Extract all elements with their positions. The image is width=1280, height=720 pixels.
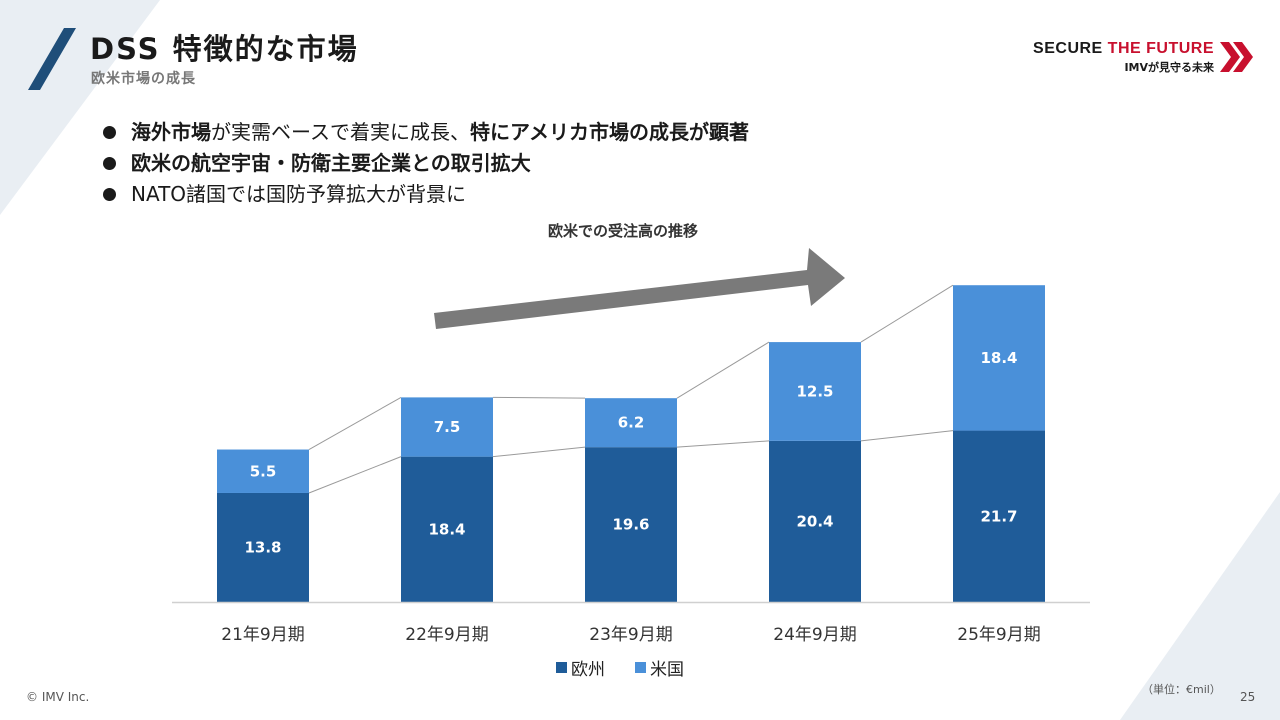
series-connector-line — [492, 446, 586, 458]
data-label-europe: 18.4 — [428, 520, 465, 538]
bullet-item: NATO諸国では国防予算拡大が背景に — [103, 179, 749, 210]
x-tick-label: 24年9月期 — [773, 625, 856, 645]
series-connector-line — [676, 440, 770, 448]
page-title: DSS 特徴的な市場 — [90, 32, 359, 66]
bar-us — [401, 397, 493, 457]
series-connector-line — [860, 284, 954, 343]
series-connector-line — [308, 456, 402, 494]
page-subtitle: 欧米市場の成長 — [91, 71, 196, 87]
data-label-us: 12.5 — [796, 382, 833, 400]
x-tick-label: 23年9月期 — [589, 625, 672, 645]
data-label-europe: 13.8 — [244, 538, 281, 556]
bullet-list: 海外市場が実需ベースで着実に成長、特にアメリカ市場の成長が顕著 欧米の航空宇宙・… — [103, 117, 749, 210]
data-label-europe: 19.6 — [612, 516, 649, 534]
data-label-us: 7.5 — [434, 418, 461, 436]
data-label-europe: 21.7 — [980, 507, 1017, 525]
x-tick-label: 22年9月期 — [405, 625, 488, 645]
legend-label: 米国 — [650, 660, 684, 680]
logo-tagline: SECURE THE FUTURE — [1033, 40, 1214, 58]
logo-tagline-accent: THE FUTURE — [1107, 40, 1214, 57]
chart-title: 欧米での受注高の推移 — [548, 222, 699, 240]
series-connector-line — [676, 341, 770, 399]
x-tick-label: 21年9月期 — [221, 625, 304, 645]
legend-label: 欧州 — [571, 660, 605, 680]
logo-tagline-prefix: SECURE — [1033, 40, 1108, 57]
trend-arrow — [434, 248, 845, 329]
series-connector-line — [308, 396, 402, 450]
unit-label: （単位：€mil） — [1142, 683, 1221, 696]
bar-europe — [953, 430, 1045, 602]
chevron-right-icon — [1220, 42, 1253, 72]
bar-us — [217, 449, 309, 493]
legend-swatch — [556, 662, 567, 673]
x-tick-label: 25年9月期 — [957, 625, 1040, 645]
legend-swatch — [635, 662, 646, 673]
data-label-us: 18.4 — [980, 349, 1017, 367]
series-connector-line — [860, 430, 954, 442]
legend-item-us: 米国 — [635, 655, 684, 680]
series-connector-line — [492, 396, 586, 399]
bar-europe — [217, 492, 309, 602]
data-label-europe: 20.4 — [796, 512, 833, 530]
bar-us — [585, 398, 677, 448]
title-slash-icon — [28, 28, 76, 90]
bar-europe — [769, 440, 861, 602]
data-label-us: 5.5 — [250, 462, 277, 480]
bar-europe — [585, 447, 677, 602]
bar-us — [953, 285, 1045, 431]
legend-item-europe: 欧州 — [556, 655, 605, 680]
bar-europe — [401, 456, 493, 602]
data-label-us: 6.2 — [618, 414, 645, 432]
bar-us — [769, 342, 861, 441]
bullet-item: 海外市場が実需ベースで着実に成長、特にアメリカ市場の成長が顕著 — [103, 117, 749, 148]
copyright-text: © IMV Inc. — [26, 690, 90, 704]
bullet-item: 欧米の航空宇宙・防衛主要企業との取引拡大 — [103, 148, 749, 179]
logo-subtext: IMVが見守る未来 — [1124, 61, 1214, 74]
company-logo: SECURE THE FUTURE IMVが見守る未来 — [1033, 40, 1254, 76]
page-number: 25 — [1240, 690, 1256, 704]
chart-legend: 欧州 米国 — [556, 655, 684, 680]
